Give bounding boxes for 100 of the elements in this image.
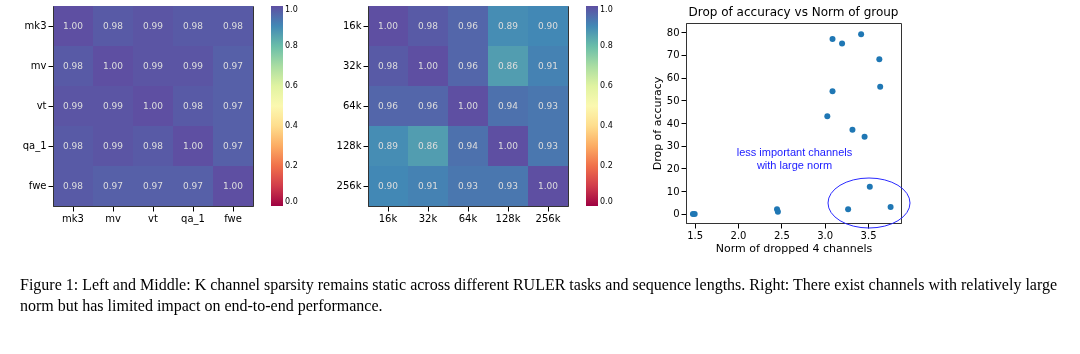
y-axis-title: Drop of accuracy: [650, 76, 664, 171]
data-label: 0.98: [182, 21, 204, 31]
y-tick-label: qa_1: [22, 140, 47, 152]
data-label: 0.86: [417, 141, 439, 151]
data-label: 1.00: [222, 181, 244, 191]
data-label: 1.00: [417, 61, 439, 71]
data-label: 1.00: [102, 61, 124, 71]
y-tick-label: 32k: [342, 60, 362, 71]
x-tick-label: 1.5: [687, 229, 704, 241]
color-bar-label: 0.4: [600, 121, 613, 130]
data-label: 0.93: [457, 181, 479, 191]
data-label: 0.98: [142, 141, 164, 151]
data-label: 1.00: [62, 21, 84, 31]
data-label: 0.97: [142, 181, 164, 191]
y-tick-label: 64k: [342, 100, 362, 111]
x-axis-title: Norm of dropped 4 channels: [715, 241, 873, 255]
color-bar-label: 1.0: [600, 5, 613, 14]
data-label: 0.96: [457, 21, 479, 31]
data-label: 0.99: [62, 101, 84, 111]
data-label: 1.00: [497, 141, 519, 151]
data-label: 0.90: [377, 181, 399, 191]
x-tick-label: 64k: [458, 212, 478, 224]
x-tick-label: 32k: [418, 212, 438, 224]
data-label: 1.00: [537, 181, 559, 191]
color-bar-label: 0.0: [600, 197, 613, 206]
data-label: 0.97: [102, 181, 124, 191]
data-label: 0.96: [417, 101, 439, 111]
x-tick-label: qa_1: [181, 212, 205, 225]
y-tick-label: mv: [30, 60, 47, 71]
color-bar-label: 0.8: [285, 41, 298, 50]
data-label: 0.98: [62, 181, 84, 191]
data-label: 0.98: [417, 21, 439, 31]
data-label: 0.86: [497, 61, 519, 71]
data-label: 1.00: [142, 101, 164, 111]
data-label: 0.94: [457, 141, 479, 151]
y-tick-label: 20: [666, 162, 680, 174]
y-tick-label: 60: [666, 72, 680, 84]
data-label: 0.96: [457, 61, 479, 71]
color-bar-label: 0.0: [285, 197, 298, 206]
data-label: 0.98: [62, 141, 84, 151]
y-tick-label: 10: [666, 185, 680, 197]
data-label: 0.93: [537, 101, 559, 111]
data-label: 0.90: [537, 21, 559, 31]
data-label: 0.98: [222, 21, 244, 31]
data-label: 1.00: [377, 21, 399, 31]
x-tick-label: fwe: [224, 212, 242, 224]
y-tick-label: mk3: [24, 20, 47, 31]
x-tick-label: 128k: [495, 212, 521, 224]
data-label: 0.99: [182, 61, 204, 71]
data-label: 0.97: [222, 101, 244, 111]
color-bar-label: 0.6: [600, 81, 613, 90]
y-tick-label: 40: [666, 117, 680, 129]
y-tick-label: 16k: [342, 20, 362, 31]
data-label: 0.93: [497, 181, 519, 191]
x-tick-label: 3.0: [817, 229, 834, 241]
y-tick-label: 80: [666, 26, 680, 38]
color-bar-label: 0.2: [600, 161, 613, 170]
y-tick-label: 0: [673, 208, 680, 220]
color-bar-label: 1.0: [285, 5, 298, 14]
data-label: 0.99: [102, 101, 124, 111]
x-tick-label: 256k: [535, 212, 561, 224]
y-tick-label: 70: [666, 49, 680, 61]
color-bar-label: 0.8: [600, 41, 613, 50]
data-label: 0.97: [182, 181, 204, 191]
data-label: 0.89: [497, 21, 519, 31]
chart-title: Drop of accuracy vs Norm of group: [688, 5, 899, 19]
data-label: 0.99: [142, 21, 164, 31]
y-tick-label: 256k: [336, 180, 362, 191]
y-tick-label: 50: [666, 94, 680, 106]
annotation: less important channels with large norm: [735, 145, 854, 172]
x-tick-label: mv: [105, 212, 121, 224]
data-label: 0.99: [142, 61, 164, 71]
caption: Figure 1: Left and Middle: K channel sparsity remains static across different RULER tasks and sequence lengths. Right: There exist channels with relatively large norm but has limited impact on end-to-end performance.: [19, 275, 1059, 317]
data-label: 0.97: [222, 141, 244, 151]
data-label: 0.89: [377, 141, 399, 151]
data-label: 0.96: [377, 101, 399, 111]
x-tick-label: 2.5: [773, 229, 790, 241]
data-label: 0.97: [222, 61, 244, 71]
x-tick-label: 3.5: [860, 229, 877, 241]
color-bar-label: 0.6: [285, 81, 298, 90]
x-tick-label: vt: [148, 212, 158, 224]
x-tick-label: mk3: [62, 212, 84, 224]
x-tick-label: 16k: [378, 212, 398, 224]
data-label: 0.94: [497, 101, 519, 111]
data-label: 0.98: [182, 101, 204, 111]
data-label: 1.00: [182, 141, 204, 151]
y-tick-label: 128k: [336, 140, 362, 151]
data-label: 0.98: [62, 61, 84, 71]
data-label: 0.99: [102, 141, 124, 151]
data-label: 1.00: [457, 101, 479, 111]
y-tick-label: vt: [36, 100, 47, 111]
y-tick-label: 30: [666, 140, 680, 152]
color-bar-label: 0.2: [285, 161, 298, 170]
data-label: 0.93: [537, 141, 559, 151]
data-label: 0.91: [417, 181, 439, 191]
color-bar-label: 0.4: [285, 121, 298, 130]
data-label: 0.98: [102, 21, 124, 31]
data-label: 0.98: [377, 61, 399, 71]
x-tick-label: 2.0: [730, 229, 747, 241]
data-label: 0.91: [537, 61, 559, 71]
